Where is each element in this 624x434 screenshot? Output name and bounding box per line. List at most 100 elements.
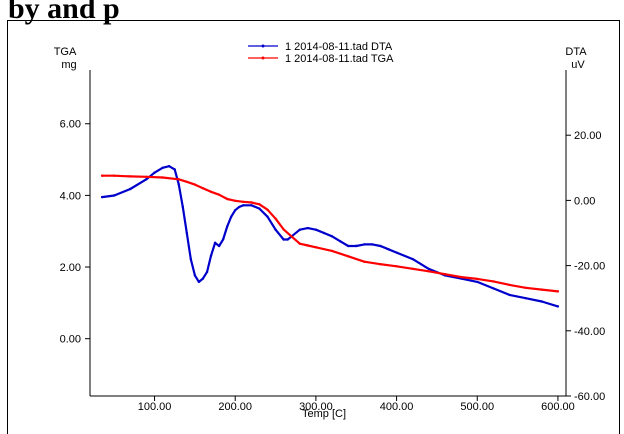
data-point-tga	[492, 280, 495, 283]
data-point-dta	[221, 238, 225, 241]
data-point-dta	[492, 287, 495, 290]
data-point-dta	[540, 300, 543, 303]
data-point-dta	[205, 270, 209, 274]
data-point-dta	[167, 165, 171, 168]
data-point-dta	[371, 243, 374, 246]
data-point-tga	[330, 249, 334, 253]
data-point-dta	[213, 241, 217, 244]
data-point-dta	[355, 244, 358, 248]
y-right-axis-unit: uV	[571, 59, 585, 71]
y-right-tick-label: -40.00	[574, 326, 605, 338]
data-point-dta	[282, 238, 285, 241]
data-point-tga	[266, 208, 269, 211]
data-point-tga	[217, 193, 221, 196]
data-point-tga	[540, 288, 543, 291]
y-left-tick-label: 6.00	[60, 119, 81, 131]
data-point-tga	[306, 244, 309, 247]
series-lines	[100, 165, 560, 308]
data-point-tga	[411, 267, 414, 270]
chart-frame	[7, 20, 620, 434]
data-point-dta	[189, 257, 192, 261]
chart-axes	[89, 70, 567, 397]
data-point-dta	[226, 225, 229, 228]
legend-marker-dta	[261, 44, 265, 48]
tick-group: 100.00 200.00 300.00 400.00 500.00 600.00 0.00…	[60, 119, 606, 413]
y-right-tick-label: 0.00	[574, 195, 595, 207]
data-point-tga	[508, 283, 511, 287]
data-point-tga	[347, 255, 350, 258]
data-point-dta	[217, 244, 221, 248]
data-point-dta	[209, 254, 213, 257]
data-point-dta	[338, 240, 342, 243]
data-point-dta	[298, 228, 301, 231]
data-point-dta	[395, 251, 398, 254]
data-point-tga	[298, 242, 301, 245]
data-point-dta	[411, 257, 414, 261]
data-point-dta	[201, 277, 205, 280]
data-point-dta	[181, 205, 184, 209]
data-point-dta	[266, 215, 269, 218]
data-point-dta	[286, 238, 289, 241]
series-line-tga	[100, 174, 560, 293]
y-left-tick-label: 4.00	[60, 190, 81, 202]
data-point-dta	[258, 207, 261, 210]
data-point-tga	[459, 275, 463, 279]
data-point-dta	[238, 205, 241, 209]
legend-marker-tga	[261, 56, 265, 60]
data-point-dta	[177, 182, 180, 186]
data-point-dta	[193, 274, 197, 277]
data-point-tga	[314, 246, 318, 249]
y-left-tick-label: 0.00	[60, 334, 81, 346]
y-left-tick-label: 2.00	[60, 262, 81, 274]
data-point-tga	[201, 187, 205, 190]
data-point-tga	[113, 174, 116, 177]
data-point-dta	[306, 226, 309, 230]
data-point-dta	[322, 231, 326, 235]
data-point-dta	[387, 248, 390, 251]
x-tick-label: 200.00	[218, 401, 252, 413]
data-point-tga	[443, 273, 447, 276]
data-point-dta	[242, 204, 245, 207]
data-point-tga	[363, 260, 366, 263]
data-point-dta	[379, 244, 382, 248]
data-point-dta	[330, 235, 334, 238]
x-axis-label: Temp [C]	[302, 408, 346, 420]
data-point-tga	[226, 197, 229, 201]
data-point-dta	[161, 166, 164, 169]
data-point-dta	[476, 280, 479, 284]
data-point-tga	[100, 174, 104, 177]
data-point-tga	[177, 178, 180, 181]
data-point-dta	[427, 267, 430, 271]
data-point-dta	[173, 168, 176, 171]
data-point-dta	[197, 280, 201, 284]
data-point-tga	[282, 228, 285, 231]
data-point-tga	[242, 200, 245, 203]
legend-label-tga: 1 2014-08-11.tad TGA	[285, 53, 394, 65]
data-point-dta	[274, 228, 277, 231]
data-point-tga	[145, 175, 148, 178]
data-point-dta	[129, 187, 132, 191]
data-point-dta	[347, 244, 350, 248]
x-tick-label: 300.00	[299, 401, 333, 413]
y-right-axis-label: DTA	[565, 46, 587, 58]
data-point-dta	[153, 171, 156, 174]
legend-item-dta: 1 2014-08-11.tad DTA	[248, 41, 393, 53]
y-left-axis-unit: mg	[61, 59, 76, 71]
data-point-dta	[234, 209, 237, 212]
data-point-tga	[476, 277, 479, 281]
data-point-dta	[185, 231, 188, 235]
data-point-dta	[250, 204, 253, 207]
chart-legend: 1 2014-08-11.tad DTA 1 2014-08-11.tad TG…	[248, 41, 394, 65]
data-point-dta	[230, 215, 233, 218]
data-point-dta	[524, 297, 527, 300]
data-point-tga	[290, 235, 293, 238]
legend-label-dta: 1 2014-08-11.tad DTA	[285, 41, 393, 53]
data-point-tga	[129, 175, 132, 178]
data-point-tga	[250, 201, 253, 204]
series-line-dta	[100, 165, 560, 308]
x-tick-label: 100.00	[138, 401, 172, 413]
x-tick-label: 400.00	[380, 401, 414, 413]
data-point-tga	[274, 217, 277, 220]
data-point-dta	[508, 293, 511, 297]
